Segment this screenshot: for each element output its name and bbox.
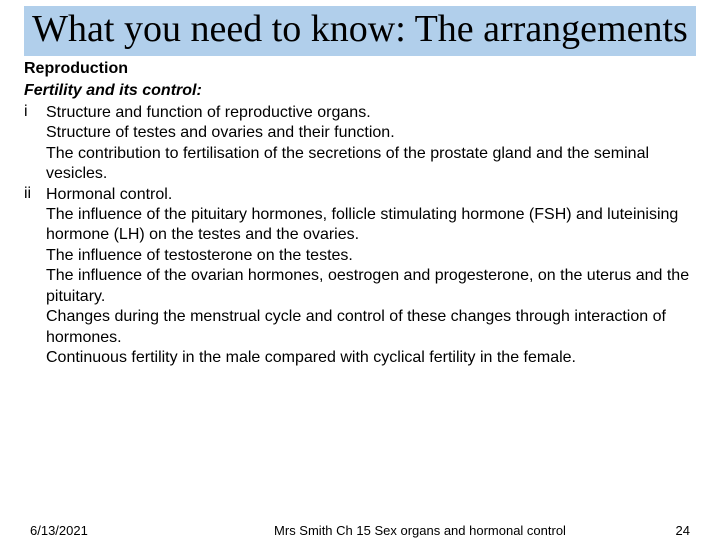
list-text: The influence of the ovarian hormones, o… bbox=[46, 266, 696, 307]
list-item: The influence of the ovarian hormones, o… bbox=[24, 266, 696, 307]
list-text: Structure and function of reproductive o… bbox=[46, 103, 696, 123]
heading-fertility: Fertility and its control: bbox=[24, 80, 696, 102]
list-item: The influence of the pituitary hormones,… bbox=[24, 205, 696, 246]
list-text: Structure of testes and ovaries and thei… bbox=[46, 123, 696, 143]
footer-page-number: 24 bbox=[630, 523, 690, 538]
list-text: The influence of the pituitary hormones,… bbox=[46, 205, 696, 246]
list-item: The influence of testosterone on the tes… bbox=[24, 246, 696, 266]
slide: What you need to know: The arrangements … bbox=[0, 6, 720, 540]
list-text: The contribution to fertilisation of the… bbox=[46, 144, 696, 185]
list-text: Hormonal control. bbox=[46, 185, 696, 205]
list-text: Changes during the menstrual cycle and c… bbox=[46, 307, 696, 348]
list-text: The influence of testosterone on the tes… bbox=[46, 246, 696, 266]
list-item: i Structure and function of reproductive… bbox=[24, 103, 696, 123]
slide-title: What you need to know: The arrangements bbox=[24, 8, 696, 52]
list-item: Structure of testes and ovaries and thei… bbox=[24, 123, 696, 143]
list-item: Continuous fertility in the male compare… bbox=[24, 348, 696, 368]
heading-reproduction: Reproduction bbox=[24, 58, 696, 80]
list-item: The contribution to fertilisation of the… bbox=[24, 144, 696, 185]
list-marker-i: i bbox=[24, 103, 46, 121]
title-band: What you need to know: The arrangements bbox=[24, 6, 696, 56]
list-item: Changes during the menstrual cycle and c… bbox=[24, 307, 696, 348]
footer-center: Mrs Smith Ch 15 Sex organs and hormonal … bbox=[210, 523, 630, 538]
list-marker-ii: ii bbox=[24, 185, 46, 203]
list-item: ii Hormonal control. bbox=[24, 185, 696, 205]
footer: 6/13/2021 Mrs Smith Ch 15 Sex organs and… bbox=[0, 523, 720, 538]
list-text: Continuous fertility in the male compare… bbox=[46, 348, 696, 368]
content-area: Reproduction Fertility and its control: … bbox=[0, 56, 720, 369]
footer-date: 6/13/2021 bbox=[30, 523, 210, 538]
